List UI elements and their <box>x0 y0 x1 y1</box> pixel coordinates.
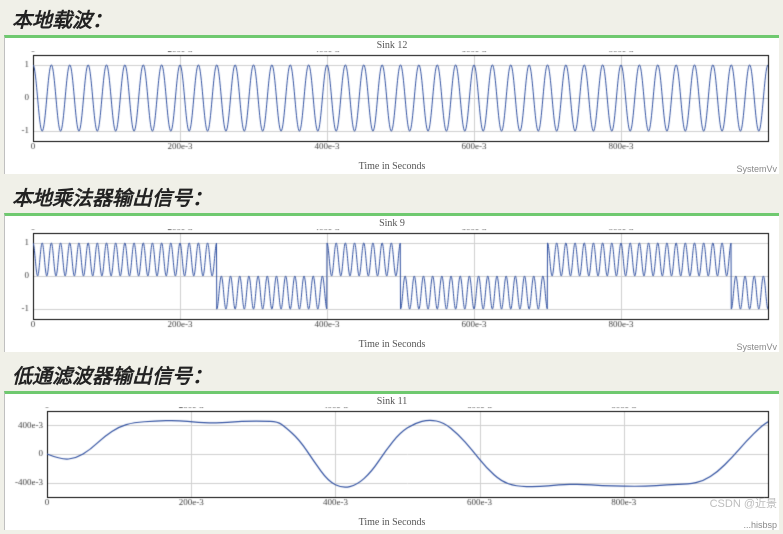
chart3-brand: ...hisbsp <box>743 520 777 530</box>
chart2-title: Sink 9 <box>5 216 779 229</box>
section2-title: 本地乘法器输出信号： <box>0 178 783 213</box>
chart1-brand: SystemVv <box>736 164 777 174</box>
chart2-xlabel: Time in Seconds <box>5 339 779 352</box>
section3-title: 低通滤波器输出信号： <box>0 356 783 391</box>
watermark: CSDN @近景 <box>710 495 777 511</box>
chart3-title: Sink 11 <box>5 394 779 407</box>
chart1-frame: Sink 12 Time in Seconds SystemVv <box>4 35 779 174</box>
chart2-brand: SystemVv <box>736 342 777 352</box>
section1-title: 本地载波： <box>0 0 783 35</box>
chart2-frame: Sink 9 Time in Seconds SystemVv <box>4 213 779 352</box>
chart1-xlabel: Time in Seconds <box>5 161 779 174</box>
chart2-canvas <box>5 229 775 339</box>
chart3-canvas <box>5 407 775 517</box>
chart3-xlabel: Time in Seconds <box>5 517 779 530</box>
chart1-title: Sink 12 <box>5 38 779 51</box>
chart1-canvas <box>5 51 775 161</box>
chart3-frame: Sink 11 Time in Seconds ...hisbsp <box>4 391 779 530</box>
